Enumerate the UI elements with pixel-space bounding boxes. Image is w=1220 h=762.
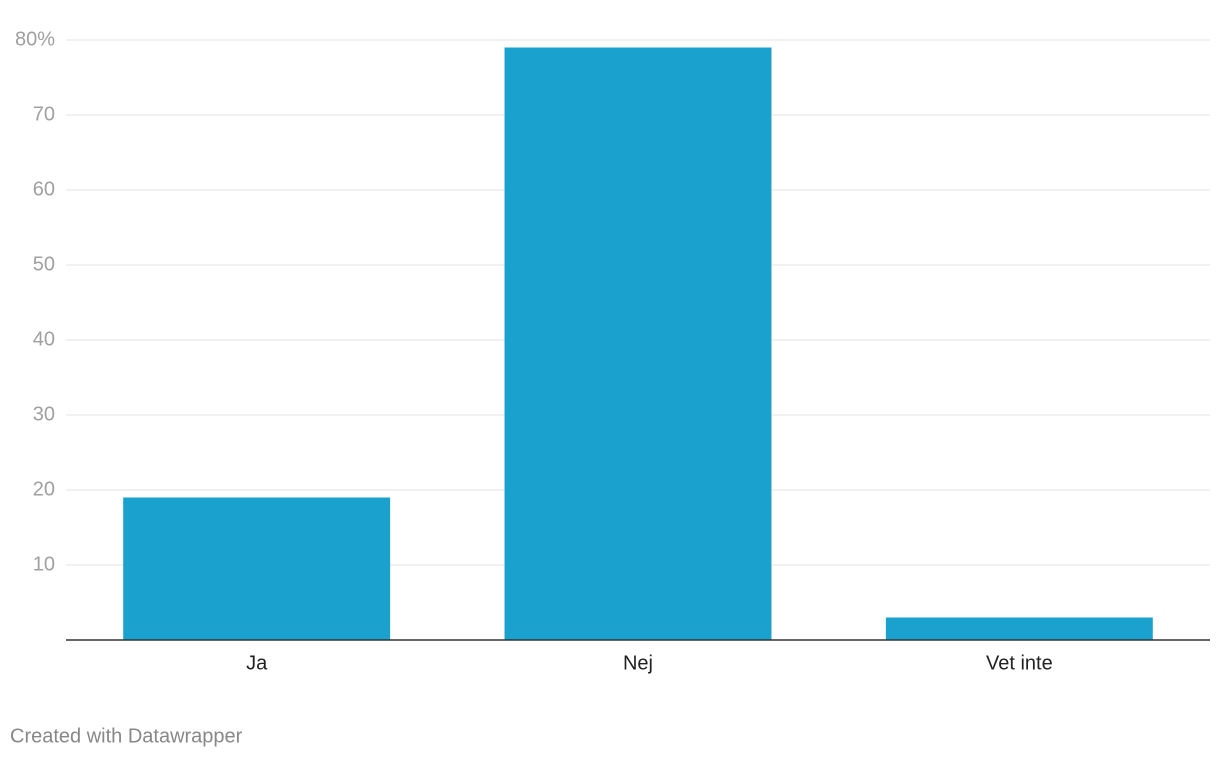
x-tick-label: Vet inte [986,652,1053,674]
y-tick-label: 40 [33,328,55,350]
bar [885,617,1153,640]
credit: Created with Datawrapper [10,725,243,747]
x-tick-label: Nej [623,652,653,674]
y-tick-label: 70 [33,103,55,125]
bar [504,47,772,640]
y-tick-label: 30 [33,403,55,425]
y-tick-label: 80% [15,28,55,50]
x-tick-label: Ja [246,652,268,674]
y-tick-label: 50 [33,253,55,275]
bar [123,497,391,640]
y-tick-label: 60 [33,178,55,200]
y-tick-label: 10 [33,553,55,575]
y-tick-label: 20 [33,478,55,500]
